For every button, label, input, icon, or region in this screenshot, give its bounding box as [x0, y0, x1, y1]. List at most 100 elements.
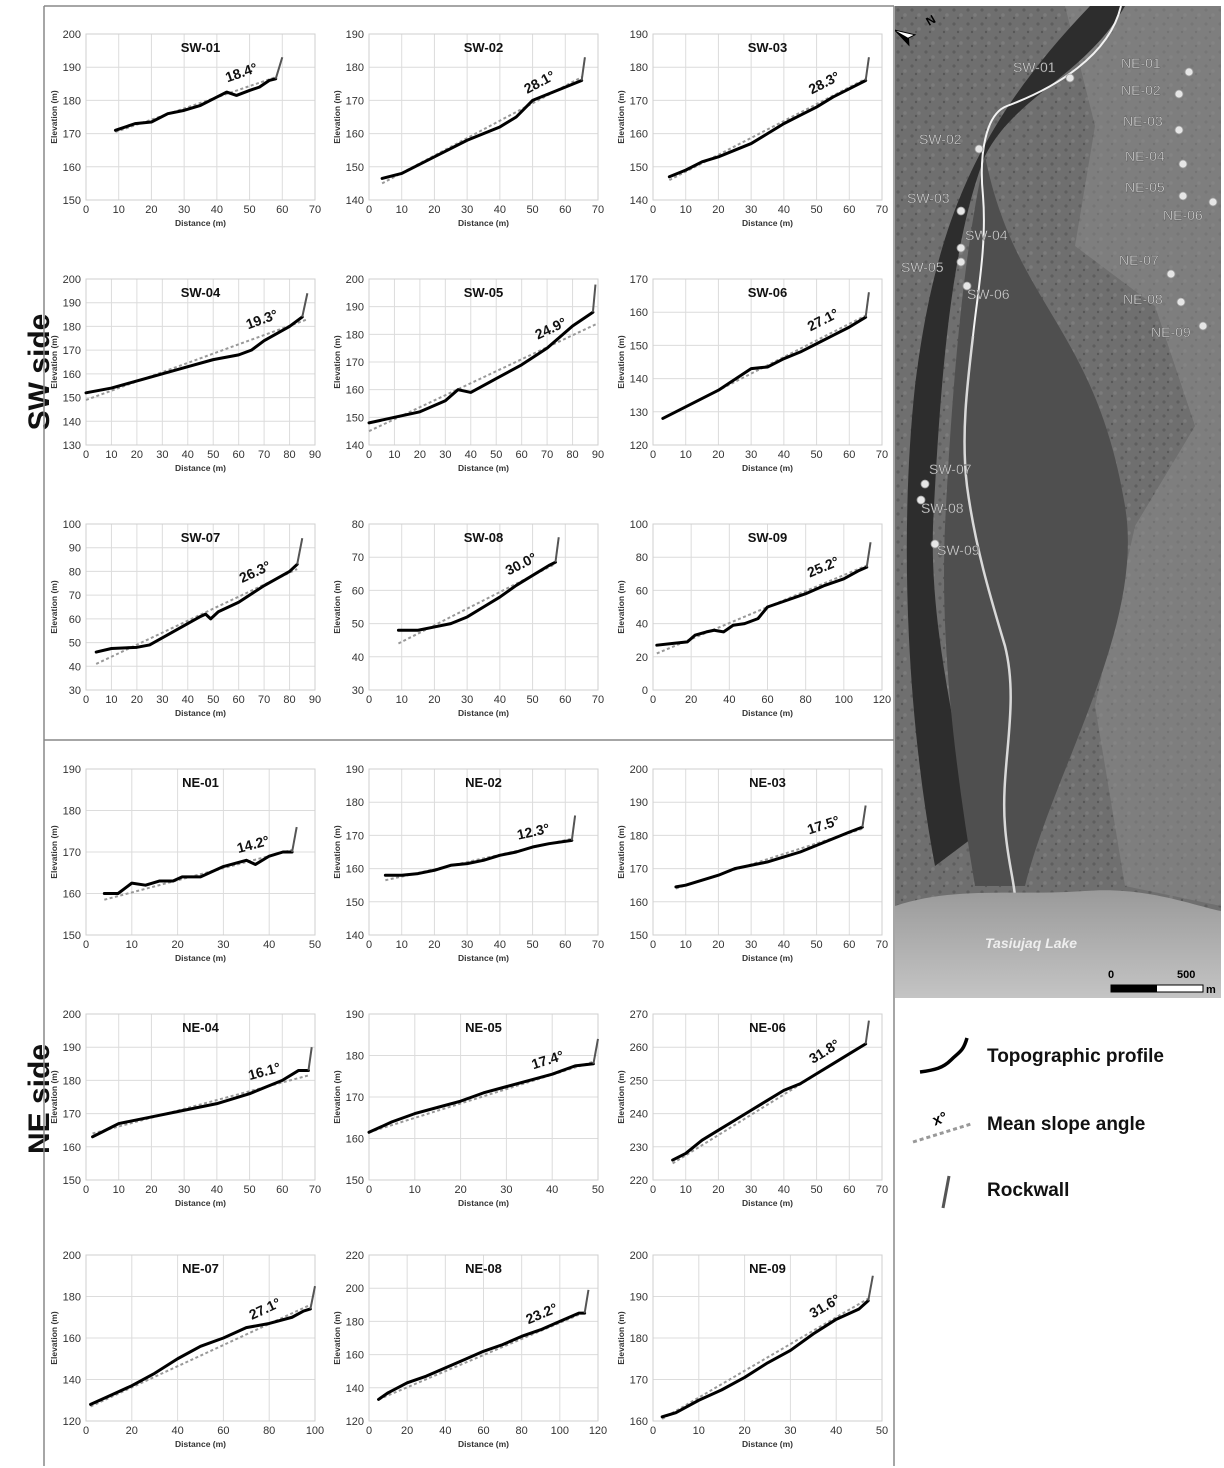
chart-sw-07: 0 10 20 30 40 50 60 70 80 90 30 40 50 60 70 80 90 100 Dist…: [49, 519, 321, 718]
chart-ne-03: 0 10 20 30 40 50 60 70 150 160 170 180 190 200 Distanc…: [616, 764, 888, 963]
chart-sw-06: 0 10 20 30 40 50 60 70 120 130 140 150 160 170 Distanc…: [616, 274, 888, 473]
x-tick-label: 0: [366, 1184, 372, 1196]
x-tick-label: 50: [526, 694, 538, 706]
rockwall-line: [867, 1275, 874, 1301]
map-marker-label: SW-02: [919, 131, 962, 147]
x-tick-label: 10: [409, 1184, 421, 1196]
x-tick-label: 70: [592, 204, 604, 216]
x-tick-label: 60: [559, 939, 571, 951]
y-tick-label: 120: [63, 1416, 81, 1428]
map-marker-dot: [916, 495, 926, 505]
x-tick-label: 80: [283, 449, 295, 461]
x-axis-label: Distance (m): [175, 708, 226, 718]
map-marker-dot: [1178, 191, 1188, 201]
y-axis-label: Elevation (m): [332, 1311, 342, 1365]
x-tick-label: 20: [428, 939, 440, 951]
plot-area: [652, 523, 883, 691]
x-tick-label: 0: [650, 939, 656, 951]
map-marker-dot: [1198, 321, 1208, 331]
x-tick-label: 40: [778, 939, 790, 951]
y-tick-label: 100: [63, 519, 81, 531]
y-tick-label: 200: [63, 1250, 81, 1262]
mean-slope-line: [90, 1303, 311, 1408]
x-tick-label: 40: [211, 1184, 223, 1196]
y-tick-label: 70: [69, 590, 81, 602]
topographic-profile-line: [383, 838, 574, 877]
y-tick-label: 140: [346, 440, 364, 452]
y-tick-label: 40: [352, 652, 364, 664]
y-axis-label: Elevation (m): [49, 1070, 59, 1124]
y-tick-label: 50: [69, 638, 81, 650]
x-tick-label: 80: [800, 694, 812, 706]
x-tick-label: 70: [309, 1184, 321, 1196]
y-tick-label: 190: [63, 298, 81, 310]
slope-angle-label: 17.5°: [805, 812, 841, 837]
x-tick-label: 70: [592, 939, 604, 951]
x-tick-label: 80: [516, 1425, 528, 1437]
y-axis-label: Elevation (m): [616, 1311, 626, 1365]
rockwall-line: [309, 1285, 316, 1310]
y-tick-label: 240: [630, 1109, 648, 1121]
y-tick-label: 150: [63, 393, 81, 405]
slope-angle-label: 19.3°: [244, 306, 280, 332]
scale-bar: 0 500 m: [1108, 969, 1216, 996]
x-tick-label: 10: [105, 694, 117, 706]
y-tick-label: 270: [630, 1009, 648, 1021]
y-tick-label: 160: [63, 369, 81, 381]
chart-ne-02: 0 10 20 30 40 50 60 70 140 150 160 170 180 190 Distanc…: [332, 764, 604, 963]
x-tick-label: 70: [876, 449, 888, 461]
plot-area: [652, 1013, 883, 1181]
x-tick-label: 0: [83, 449, 89, 461]
y-tick-label: 60: [352, 585, 364, 597]
x-axis-label: Distance (m): [458, 708, 509, 718]
y-tick-label: 180: [346, 62, 364, 74]
y-tick-label: 0: [642, 685, 648, 697]
x-tick-label: 0: [366, 204, 372, 216]
lake-label: Tasiujaq Lake: [985, 935, 1077, 951]
topographic-profile-line: [367, 310, 595, 425]
y-tick-label: 80: [636, 552, 648, 564]
chart-sw-04: 0 10 20 30 40 50 60 70 80 90 130 140 150 160 170 180 190…: [49, 274, 321, 473]
y-tick-label: 140: [346, 930, 364, 942]
slope-angle-label: 24.9°: [532, 314, 569, 342]
x-tick-label: 50: [810, 204, 822, 216]
x-axis-label: Distance (m): [742, 708, 793, 718]
y-axis-label: Elevation (m): [49, 90, 59, 144]
y-tick-label: 160: [63, 889, 81, 901]
y-tick-label: 170: [630, 1375, 648, 1387]
slope-angle-label: 16.1°: [246, 1059, 282, 1083]
mean-slope-line: [85, 318, 308, 401]
y-tick-label: 150: [630, 930, 648, 942]
chart-ne-05: 0 10 20 30 40 50 150 160 170 180 190 Distance (m) El…: [332, 1009, 604, 1208]
x-tick-label: 60: [559, 204, 571, 216]
x-axis-label: Distance (m): [175, 1439, 226, 1449]
x-tick-label: 0: [650, 1184, 656, 1196]
x-tick-label: 40: [182, 449, 194, 461]
y-tick-label: 260: [630, 1042, 648, 1054]
x-tick-label: 20: [414, 449, 426, 461]
y-axis-label: Elevation (m): [49, 580, 59, 634]
x-tick-label: 30: [178, 1184, 190, 1196]
x-tick-label: 0: [83, 204, 89, 216]
x-axis-label: Distance (m): [175, 463, 226, 473]
y-tick-label: 170: [346, 357, 364, 369]
x-tick-label: 10: [113, 204, 125, 216]
x-tick-label: 10: [680, 1184, 692, 1196]
x-tick-label: 60: [761, 694, 773, 706]
x-axis-label: Distance (m): [458, 1439, 509, 1449]
plot-area: [85, 278, 316, 446]
chart-sw-08: 0 10 20 30 40 50 60 70 30 40 50 60 70 80 Distance (m) E…: [332, 519, 604, 718]
plot-area: [368, 278, 599, 446]
y-axis-label: Elevation (m): [616, 335, 626, 389]
y-axis-label: Elevation (m): [332, 825, 342, 879]
map-marker-label: SW-04: [965, 227, 1008, 243]
y-tick-label: 190: [630, 1292, 648, 1304]
x-tick-label: 120: [589, 1425, 607, 1437]
x-tick-label: 70: [541, 449, 553, 461]
y-tick-label: 130: [630, 407, 648, 419]
x-tick-label: 0: [83, 939, 89, 951]
y-tick-label: 130: [63, 440, 81, 452]
y-tick-label: 160: [346, 864, 364, 876]
topographic-profile-line: [396, 560, 557, 632]
